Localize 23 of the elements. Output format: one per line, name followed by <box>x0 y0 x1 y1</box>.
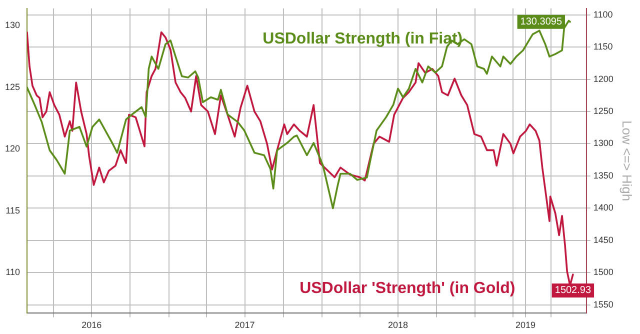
data-label: 1502.93 <box>554 285 592 296</box>
y2-tick-label: 1550 <box>593 299 614 310</box>
y2-tick-label: 1250 <box>593 106 614 116</box>
x-tick-label: 2019 <box>516 320 536 330</box>
x-tick-label: 2016 <box>82 320 102 330</box>
y2-tick-label: 1100 <box>593 9 613 20</box>
y2-tick-label: 1400 <box>593 202 614 213</box>
y2-tick-label: 1150 <box>593 42 613 52</box>
y2-tick-label: 1500 <box>593 267 614 278</box>
legend-label: USDollar 'Strength' (in Gold) <box>300 280 516 298</box>
x-tick-label: 2017 <box>234 320 255 330</box>
y2-axis-title: Low <=> High <box>620 120 635 202</box>
y2-tick-label: 1350 <box>593 170 614 180</box>
data-label: 130.3095 <box>520 16 562 28</box>
y-tick-label: 115 <box>6 205 20 216</box>
y-tick-label: 110 <box>6 266 20 277</box>
y-tick-label: 120 <box>4 144 20 154</box>
x-tick-label: 2018 <box>388 320 408 330</box>
y-tick-label: 130 <box>4 20 20 30</box>
y2-tick-label: 1300 <box>593 138 614 148</box>
y2-tick-label: 1450 <box>593 234 614 245</box>
y2-tick-label: 1200 <box>593 74 614 84</box>
y-tick-label: 125 <box>4 82 20 92</box>
